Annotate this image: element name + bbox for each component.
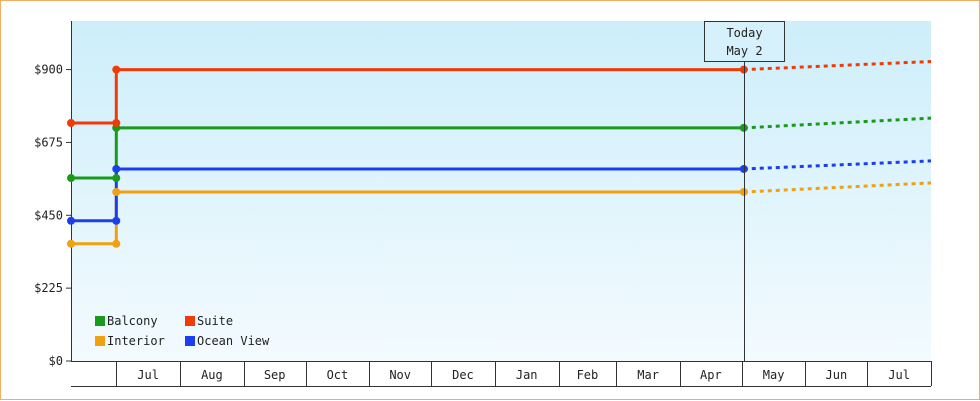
data-point	[112, 239, 121, 248]
data-point	[739, 123, 748, 132]
legend-swatch	[95, 316, 105, 326]
data-point	[67, 216, 75, 225]
x-tick-label: Nov	[389, 368, 411, 382]
x-tick-label: Jun	[826, 368, 848, 382]
x-tick-label: Jan	[516, 368, 538, 382]
data-point	[112, 65, 121, 74]
y-tick-label: $450	[34, 208, 63, 222]
y-tick-label: $0	[49, 354, 63, 368]
data-point	[67, 174, 75, 183]
legend-swatch	[95, 336, 105, 346]
data-point	[67, 239, 75, 248]
x-tick-label: Feb	[577, 368, 599, 382]
x-tick-label: Mar	[637, 368, 659, 382]
today-label: May 2	[726, 44, 762, 58]
x-tick-label: Jul	[137, 368, 159, 382]
y-tick-label: $900	[34, 63, 63, 77]
legend-label: Interior	[107, 334, 165, 348]
today-label: Today	[726, 26, 762, 40]
data-point	[112, 164, 121, 173]
data-point	[739, 164, 748, 173]
x-tick-label: Apr	[700, 368, 722, 382]
y-tick-label: $225	[34, 281, 63, 295]
x-tick-label: Oct	[327, 368, 349, 382]
data-point	[67, 119, 75, 127]
x-tick-label: May	[763, 368, 785, 382]
data-point	[112, 119, 121, 127]
legend-label: Balcony	[107, 314, 158, 328]
series-line	[71, 68, 744, 125]
legend-swatch	[185, 336, 195, 346]
x-tick-label: Sep	[264, 368, 286, 382]
data-point	[739, 65, 748, 74]
x-tick-label: Aug	[201, 368, 223, 382]
data-point	[112, 216, 121, 225]
y-tick-label: $675	[34, 135, 63, 149]
data-point	[739, 187, 748, 196]
legend-swatch	[185, 316, 195, 326]
data-point	[112, 174, 121, 183]
today-box	[704, 21, 785, 62]
series-line	[71, 126, 744, 180]
legend-label: Ocean View	[197, 334, 270, 348]
legend-label: Suite	[197, 314, 233, 328]
x-tick-label: Dec	[452, 368, 474, 382]
data-point	[112, 187, 121, 196]
x-tick-label: Jul	[888, 368, 910, 382]
